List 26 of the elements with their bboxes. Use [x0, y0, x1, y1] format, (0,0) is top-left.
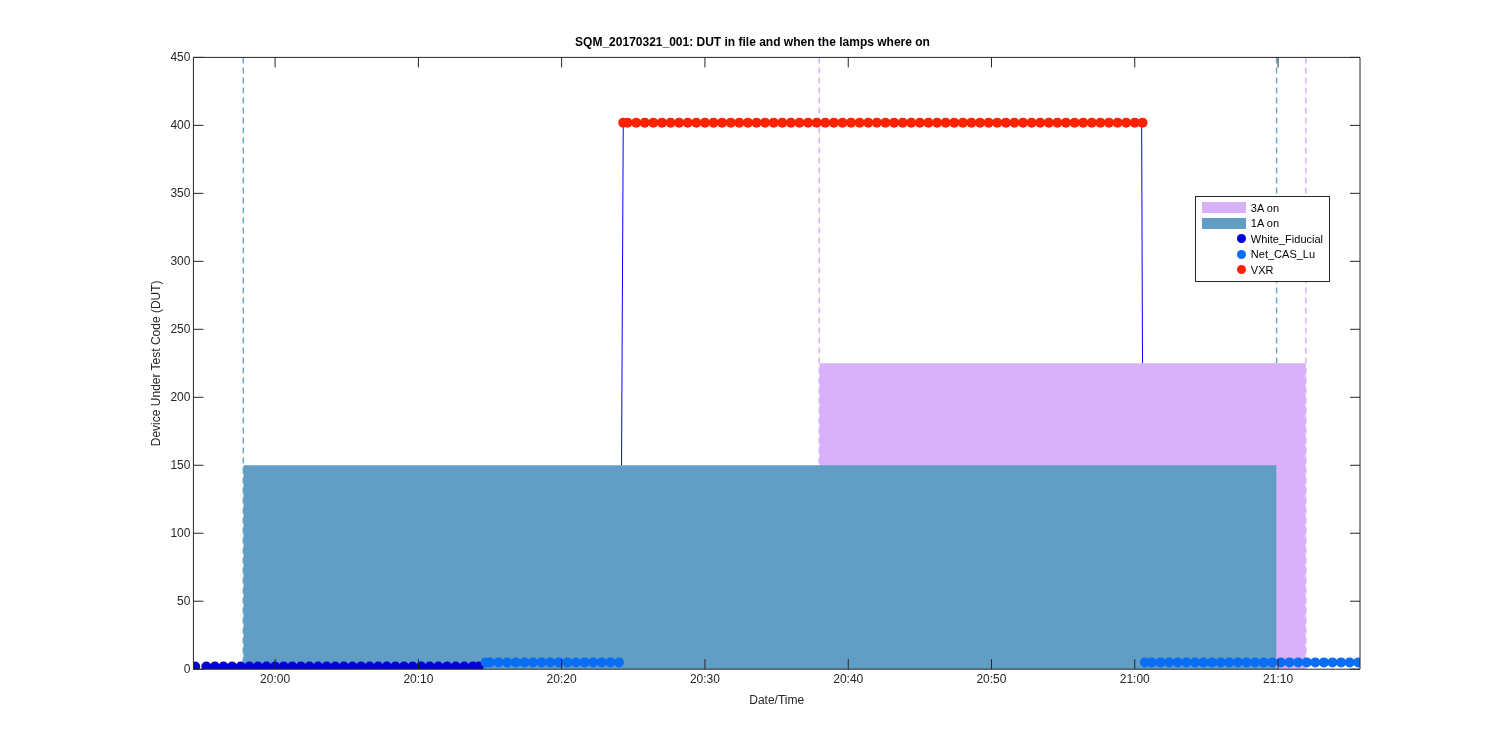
x-tick-label: 20:40 [833, 671, 864, 686]
y-tick-label: 250 [170, 321, 191, 336]
y-tick-label: 0 [183, 661, 191, 676]
y-tick-label: 150 [170, 457, 191, 472]
y-tick-label: 350 [170, 185, 191, 200]
y-tick-label: 200 [170, 389, 191, 404]
legend-label: 1A on [1250, 217, 1279, 230]
legend-label: White_Fiducial [1250, 232, 1323, 245]
legend-label: Net_CAS_Lu [1250, 248, 1316, 261]
x-tick-label: 20:00 [260, 671, 291, 686]
y-tick-label: 400 [170, 117, 191, 132]
chart-title: SQM_20170321_001: DUT in file and when the lamps where on [575, 34, 930, 49]
y-tick-label: 450 [170, 49, 191, 64]
x-tick-label: 21:10 [1263, 671, 1294, 686]
x-tick-label: 20:20 [546, 671, 577, 686]
y-tick-label: 100 [170, 525, 191, 540]
x-axis-title: Date/Time [749, 693, 805, 708]
x-tick-label: 20:50 [976, 671, 1007, 686]
y-tick-label: 300 [170, 253, 191, 268]
y-tick-label: 50 [177, 593, 191, 608]
legend-label: 3A on [1250, 201, 1279, 214]
y-axis-title: Device Under Test Code (DUT) [148, 280, 163, 447]
x-tick-label: 21:00 [1119, 671, 1151, 686]
x-tick-label: 20:10 [403, 671, 434, 686]
x-tick-label: 20:30 [689, 671, 721, 686]
legend-label: VXR [1250, 263, 1274, 276]
